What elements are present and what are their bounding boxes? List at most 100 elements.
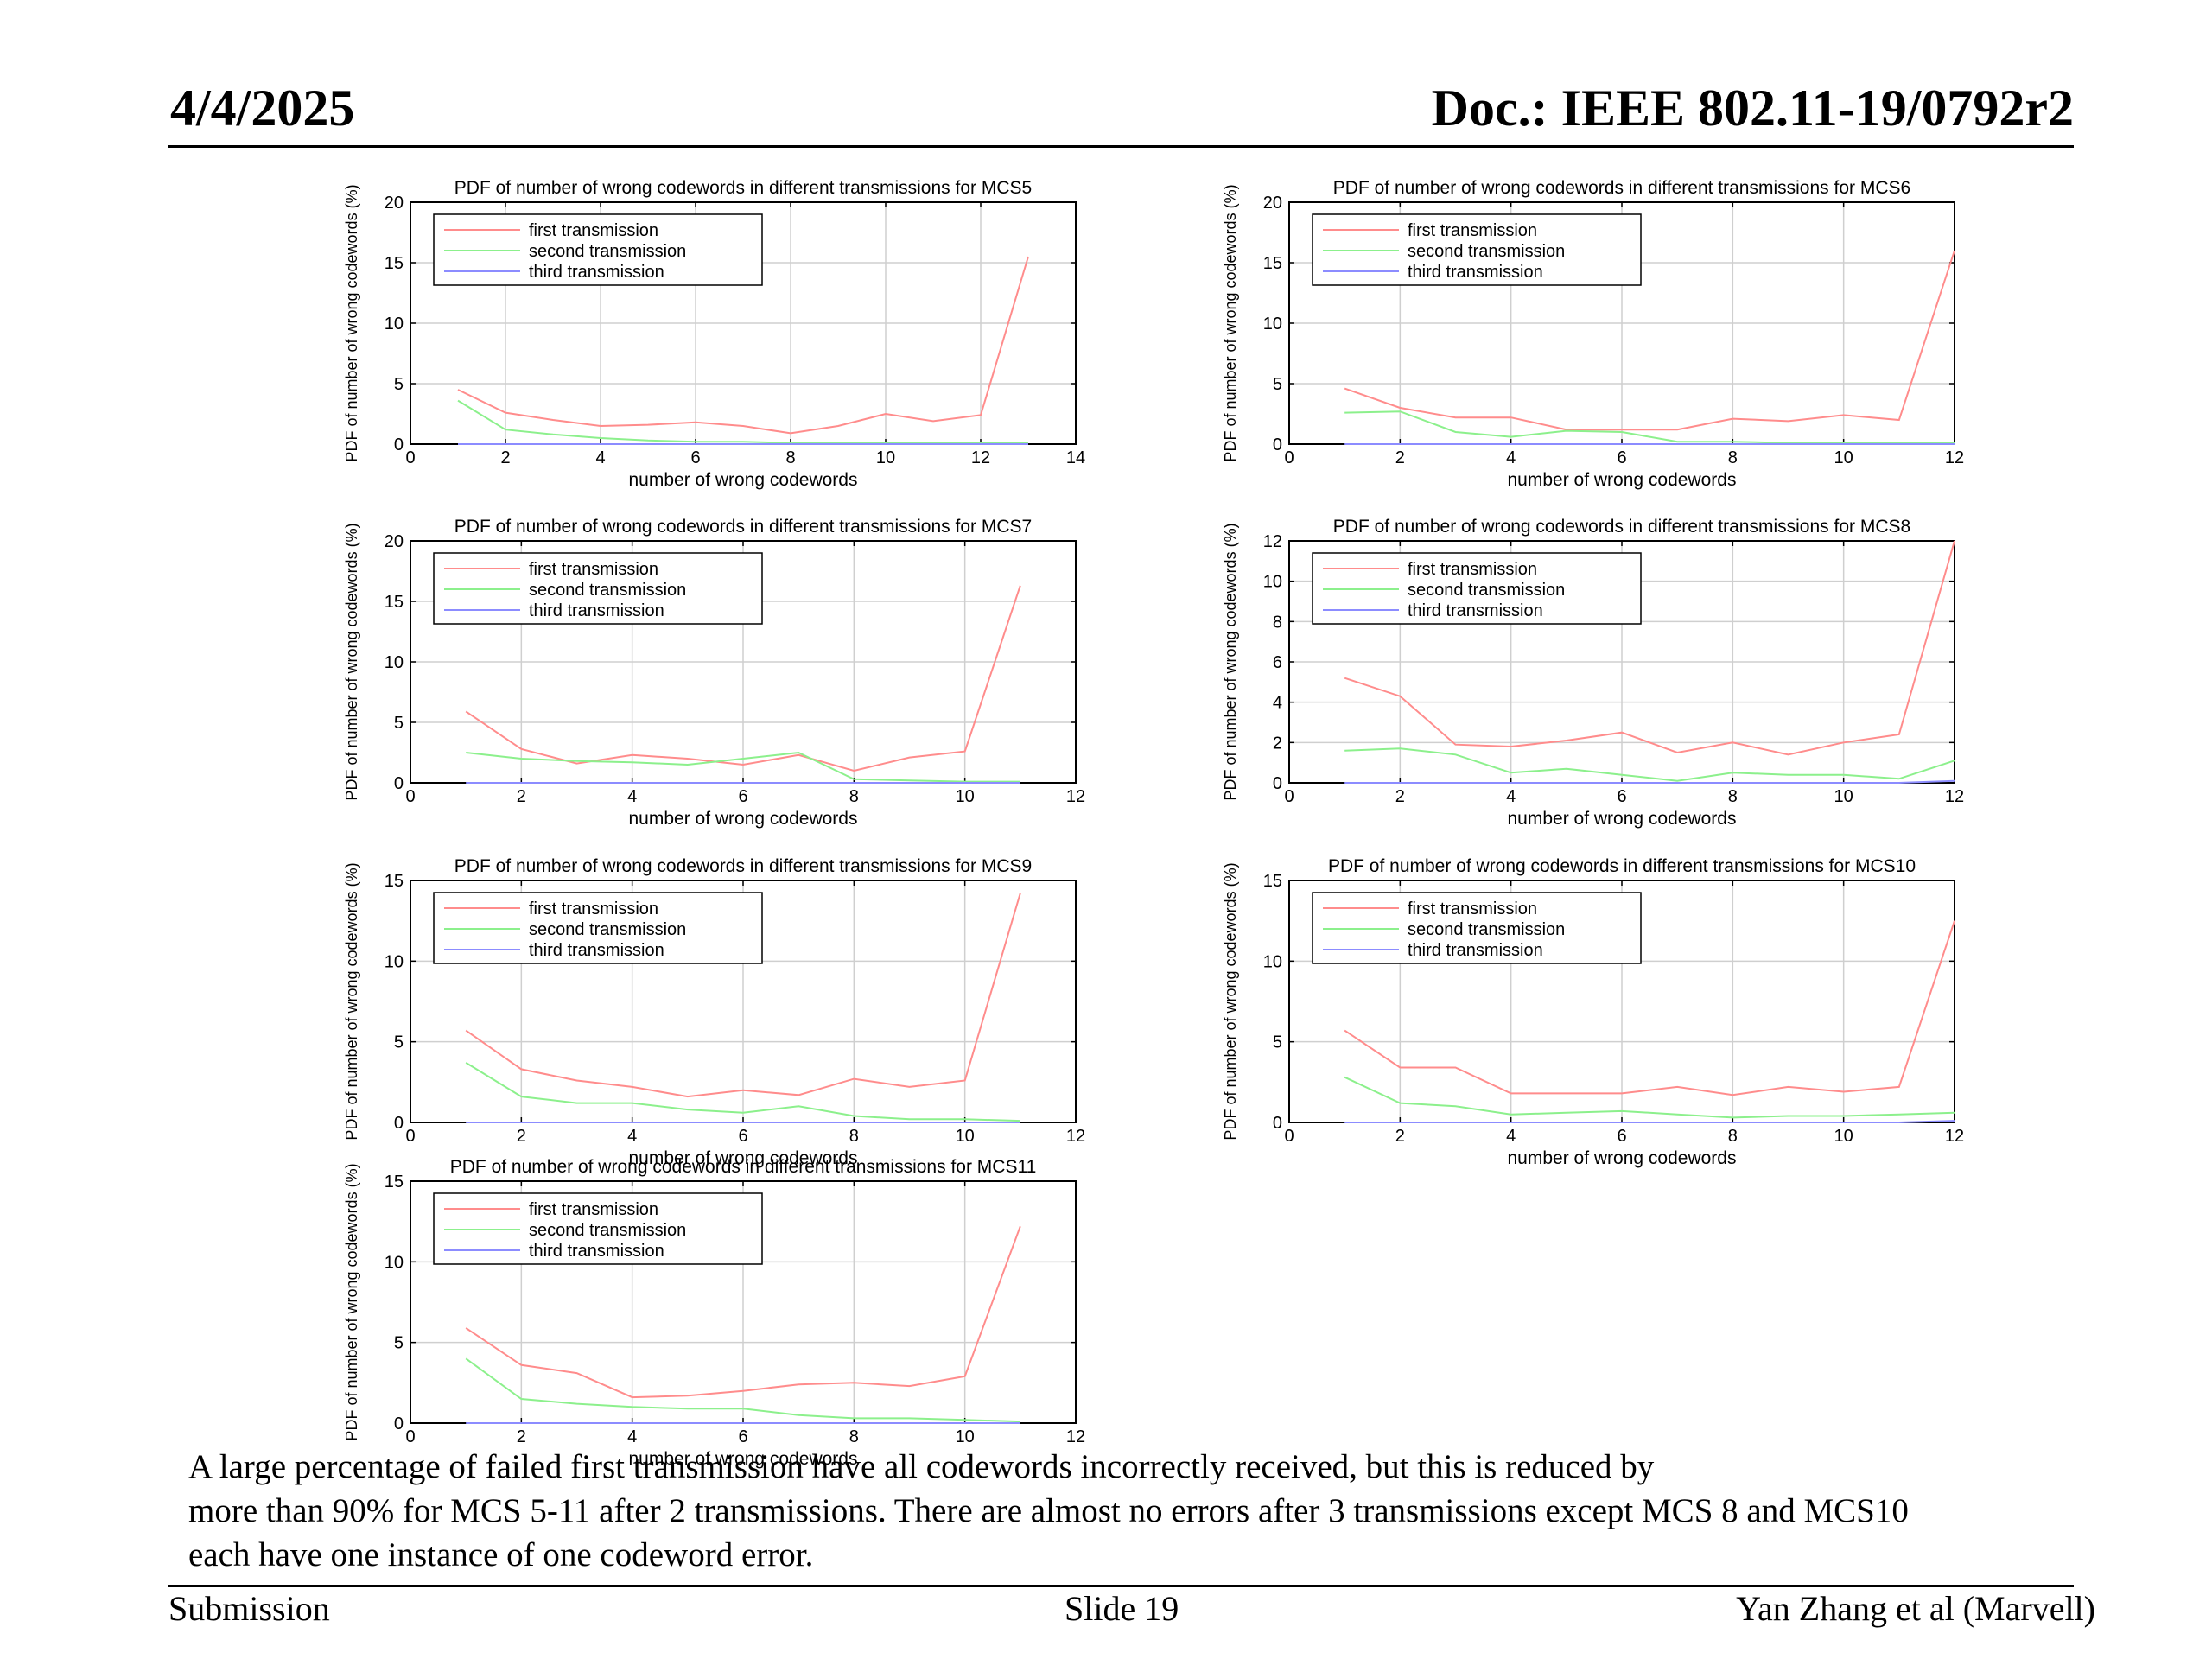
y-tick-label: 0 bbox=[1273, 1114, 1282, 1133]
legend: first transmission second transmission thi… bbox=[433, 213, 763, 286]
footer-slide-number: Slide 19 bbox=[1065, 1589, 1179, 1628]
y-tick-label: 5 bbox=[1273, 1033, 1282, 1052]
y-tick-label: 20 bbox=[1263, 194, 1282, 213]
chart-title: PDF of number of wrong codewords in diff… bbox=[454, 517, 1032, 537]
y-tick-label: 6 bbox=[1273, 653, 1282, 672]
legend-label-second-transmission: second transmission bbox=[529, 1221, 686, 1240]
legend-label-third-transmission: third transmission bbox=[529, 263, 664, 282]
legend-box bbox=[433, 552, 763, 625]
caption: A large percentage of failed first trans… bbox=[188, 1445, 2133, 1577]
chart-mcs9: PDF of number of wrong codewords in diff… bbox=[320, 851, 1115, 1171]
x-tick-label: 12 bbox=[1945, 448, 1964, 467]
y-tick-label: 15 bbox=[385, 1173, 404, 1192]
chart-mcs8: PDF of number of wrong codewords in diff… bbox=[1198, 512, 1993, 831]
x-tick-label: 8 bbox=[1728, 448, 1738, 467]
legend-label-first-transmission: first transmission bbox=[529, 221, 658, 240]
header-divider bbox=[168, 145, 2074, 148]
x-tick-label: 0 bbox=[405, 1427, 415, 1446]
y-tick-label: 5 bbox=[394, 375, 404, 394]
chart-mcs11: PDF of number of wrong codewords in diff… bbox=[320, 1152, 1115, 1471]
y-tick-label: 10 bbox=[1263, 315, 1282, 334]
x-tick-label: 6 bbox=[690, 448, 700, 467]
legend-label-first-transmission: first transmission bbox=[529, 899, 658, 918]
series-line-second-transmission bbox=[1344, 410, 1955, 444]
y-tick-label: 0 bbox=[394, 435, 404, 454]
x-tick-label: 2 bbox=[1395, 787, 1405, 806]
y-tick-label: 5 bbox=[394, 1033, 404, 1052]
y-tick-label: 0 bbox=[1273, 435, 1282, 454]
y-tick-label: 0 bbox=[394, 774, 404, 793]
x-tick-label: 6 bbox=[738, 787, 747, 806]
series-line-third-transmission bbox=[1344, 1120, 1955, 1123]
x-tick-label: 6 bbox=[1617, 1127, 1626, 1146]
y-tick-label: 10 bbox=[385, 952, 404, 971]
x-tick-label: 12 bbox=[971, 448, 990, 467]
x-tick-label: 8 bbox=[1728, 1127, 1738, 1146]
x-tick-label: 10 bbox=[1834, 787, 1853, 806]
x-tick-label: 0 bbox=[405, 1127, 415, 1146]
x-tick-label: 4 bbox=[627, 787, 637, 806]
x-tick-label: 4 bbox=[1506, 1127, 1516, 1146]
legend-label-third-transmission: third transmission bbox=[529, 1242, 664, 1261]
chart-mcs6: PDF of number of wrong codewords in diff… bbox=[1198, 173, 1993, 493]
y-tick-label: 15 bbox=[385, 254, 404, 273]
x-tick-label: 2 bbox=[517, 1127, 526, 1146]
y-tick-label: 15 bbox=[385, 593, 404, 612]
x-axis-label: number of wrong codewords bbox=[629, 470, 858, 490]
x-tick-label: 2 bbox=[1395, 1127, 1405, 1146]
series-line-second-transmission bbox=[1344, 747, 1955, 782]
chart-title: PDF of number of wrong codewords in diff… bbox=[1333, 178, 1910, 198]
chart-title: PDF of number of wrong codewords in diff… bbox=[454, 178, 1032, 198]
x-axis-label: number of wrong codewords bbox=[629, 1148, 858, 1168]
legend-label-second-transmission: second transmission bbox=[529, 581, 686, 600]
legend-label-third-transmission: third transmission bbox=[1408, 601, 1543, 620]
y-tick-label: 10 bbox=[385, 653, 404, 672]
y-tick-label: 10 bbox=[385, 315, 404, 334]
footer-author: Yan Zhang et al (Marvell) bbox=[1736, 1589, 2095, 1628]
x-tick-label: 8 bbox=[849, 1127, 859, 1146]
y-tick-label: 15 bbox=[1263, 872, 1282, 891]
chart-mcs5: PDF of number of wrong codewords in diff… bbox=[320, 173, 1115, 493]
series-line-first-transmission bbox=[1344, 920, 1955, 1096]
x-tick-label: 4 bbox=[627, 1427, 637, 1446]
chart-mcs10: PDF of number of wrong codewords in diff… bbox=[1198, 851, 1993, 1171]
y-tick-label: 15 bbox=[1263, 254, 1282, 273]
y-tick-label: 0 bbox=[394, 1414, 404, 1433]
y-tick-label: 10 bbox=[1263, 573, 1282, 592]
y-tick-label: 5 bbox=[394, 714, 404, 733]
caption-line-1: A large percentage of failed first trans… bbox=[188, 1448, 1655, 1485]
footer-divider bbox=[168, 1585, 2074, 1587]
chart-mcs7: PDF of number of wrong codewords in diff… bbox=[320, 512, 1115, 831]
x-tick-label: 8 bbox=[849, 787, 859, 806]
legend-label-second-transmission: second transmission bbox=[1408, 920, 1565, 939]
x-tick-label: 12 bbox=[1066, 787, 1085, 806]
series-line-first-transmission bbox=[465, 1225, 1021, 1399]
header-date: 4/4/2025 bbox=[170, 79, 355, 137]
x-axis-label: number of wrong codewords bbox=[629, 1449, 858, 1469]
y-tick-label: 10 bbox=[385, 1253, 404, 1272]
y-tick-label: 12 bbox=[1263, 532, 1282, 551]
x-tick-label: 12 bbox=[1945, 1127, 1964, 1146]
series-line-first-transmission bbox=[457, 256, 1029, 435]
series-line-second-transmission bbox=[457, 399, 1028, 444]
legend-label-first-transmission: first transmission bbox=[1408, 560, 1537, 579]
legend-label-second-transmission: second transmission bbox=[529, 242, 686, 261]
x-tick-label: 8 bbox=[1728, 787, 1738, 806]
y-axis-label: PDF of number of wrong codewords (%) bbox=[343, 1163, 360, 1440]
y-axis-label: PDF of number of wrong codewords (%) bbox=[343, 184, 360, 461]
y-tick-label: 2 bbox=[1273, 734, 1282, 753]
x-tick-label: 0 bbox=[405, 787, 415, 806]
x-tick-label: 14 bbox=[1066, 448, 1085, 467]
x-axis-label: number of wrong codewords bbox=[1508, 809, 1737, 829]
x-tick-label: 10 bbox=[1834, 448, 1853, 467]
x-tick-label: 0 bbox=[1284, 787, 1294, 806]
y-tick-label: 8 bbox=[1273, 613, 1282, 632]
chart-title: PDF of number of wrong codewords in diff… bbox=[450, 1157, 1037, 1177]
y-tick-label: 10 bbox=[1263, 952, 1282, 971]
series-line-first-transmission bbox=[1344, 250, 1955, 431]
